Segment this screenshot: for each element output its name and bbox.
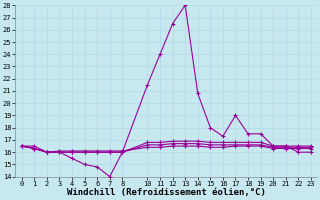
X-axis label: Windchill (Refroidissement éolien,°C): Windchill (Refroidissement éolien,°C) [67,188,266,197]
